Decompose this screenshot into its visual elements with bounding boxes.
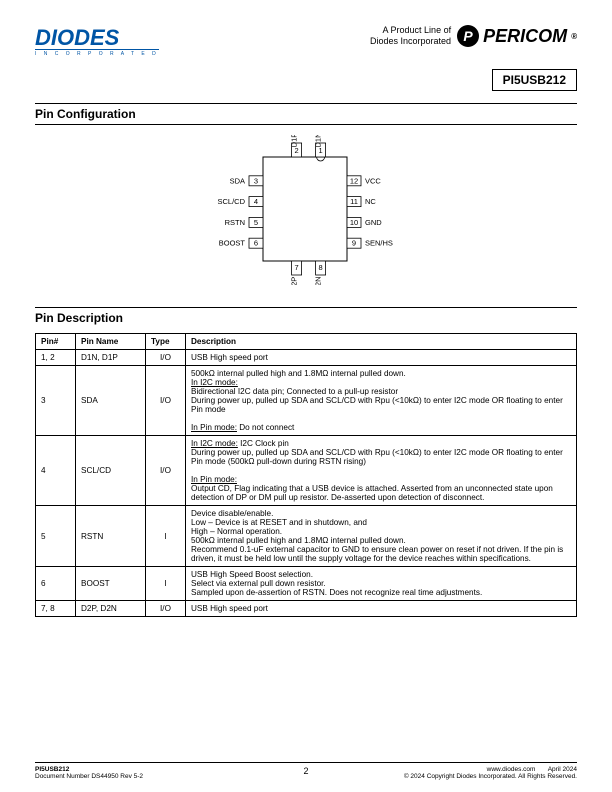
table-cell: SDA	[76, 366, 146, 436]
table-cell: In I2C mode: I2C Clock pinDuring power u…	[186, 436, 577, 506]
svg-text:VCC: VCC	[365, 176, 381, 185]
table-cell: I/O	[146, 366, 186, 436]
svg-text:4: 4	[254, 197, 258, 206]
svg-text:NC: NC	[365, 197, 376, 206]
product-line-text: A Product Line of Diodes Incorporated	[370, 25, 451, 47]
right-header: A Product Line of Diodes Incorporated P …	[370, 25, 577, 47]
table-cell: I	[146, 506, 186, 567]
section-title-pin-config: Pin Configuration	[35, 103, 577, 125]
pinout-svg: 1D1N2D1P3SDA4SCL/CD5RSTN6BOOST7D2P8D2N9S…	[191, 135, 421, 285]
svg-text:D1P: D1P	[290, 135, 299, 147]
pericom-brand-text: PERICOM	[483, 26, 567, 47]
svg-text:5: 5	[254, 218, 258, 227]
registered-mark: ®	[571, 32, 577, 41]
table-cell: D1N, D1P	[76, 350, 146, 366]
table-row: 4SCL/CDI/OIn I2C mode: I2C Clock pinDuri…	[36, 436, 577, 506]
table-cell: USB High Speed Boost selection.Select vi…	[186, 567, 577, 601]
footer-copyright: © 2024 Copyright Diodes Incorporated. Al…	[404, 773, 577, 780]
svg-text:11: 11	[350, 197, 358, 206]
table-cell: I	[146, 567, 186, 601]
table-cell: BOOST	[76, 567, 146, 601]
table-row: 1, 2D1N, D1PI/OUSB High speed port	[36, 350, 577, 366]
table-row: 5RSTNIDevice disable/enable.Low – Device…	[36, 506, 577, 567]
footer-docnum: Document Number DS44950 Rev 5-2	[35, 773, 143, 780]
svg-text:9: 9	[352, 239, 356, 248]
table-cell: RSTN	[76, 506, 146, 567]
svg-text:D2N: D2N	[314, 276, 323, 285]
table-body: 1, 2D1N, D1PI/OUSB High speed port3SDAI/…	[36, 350, 577, 617]
svg-text:12: 12	[350, 176, 358, 185]
table-row: 7, 8D2P, D2NI/OUSB High speed port	[36, 601, 577, 617]
footer-url: www.diodes.com	[487, 766, 536, 773]
svg-text:SCL/CD: SCL/CD	[217, 197, 245, 206]
table-cell: I/O	[146, 601, 186, 617]
table-cell: Device disable/enable.Low – Device is at…	[186, 506, 577, 567]
table-cell: D2P, D2N	[76, 601, 146, 617]
footer-right: www.diodes.com April 2024 © 2024 Copyrig…	[404, 766, 577, 780]
pericom-logo: P PERICOM ®	[457, 25, 577, 47]
footer-part: PI5USB212	[35, 766, 69, 773]
table-cell: USB High speed port	[186, 601, 577, 617]
svg-text:D1N: D1N	[314, 135, 323, 148]
table-cell: 500kΩ internal pulled high and 1.8MΩ int…	[186, 366, 577, 436]
table-cell: 4	[36, 436, 76, 506]
svg-text:D2P: D2P	[290, 277, 299, 285]
footer-left: PI5USB212 Document Number DS44950 Rev 5-…	[35, 766, 143, 780]
table-cell: USB High speed port	[186, 350, 577, 366]
svg-text:8: 8	[319, 263, 323, 272]
section-title-pin-desc: Pin Description	[35, 307, 577, 333]
svg-text:3: 3	[254, 176, 258, 185]
table-cell: SCL/CD	[76, 436, 146, 506]
page-footer: PI5USB212 Document Number DS44950 Rev 5-…	[35, 762, 577, 780]
svg-text:RSTN: RSTN	[225, 218, 245, 227]
table-head: Pin#Pin NameTypeDescription	[36, 334, 577, 350]
svg-text:10: 10	[350, 218, 358, 227]
table-cell: 7, 8	[36, 601, 76, 617]
table-header-cell: Pin Name	[76, 334, 146, 350]
table-header-cell: Type	[146, 334, 186, 350]
table-header-cell: Description	[186, 334, 577, 350]
pin-description-table: Pin#Pin NameTypeDescription 1, 2D1N, D1P…	[35, 333, 577, 617]
svg-text:SDA: SDA	[230, 176, 245, 185]
table-cell: 1, 2	[36, 350, 76, 366]
part-number-box: PI5USB212	[492, 69, 577, 91]
svg-text:BOOST: BOOST	[219, 239, 246, 248]
diodes-logo: DIODES I N C O R P O R A T E D	[35, 25, 159, 57]
pericom-p-icon: P	[457, 25, 479, 47]
table-cell: I/O	[146, 436, 186, 506]
table-row: 6BOOSTIUSB High Speed Boost selection.Se…	[36, 567, 577, 601]
product-line-1: A Product Line of	[383, 25, 452, 35]
page-header: DIODES I N C O R P O R A T E D A Product…	[35, 25, 577, 57]
diodes-brand-text: DIODES	[35, 25, 159, 51]
table-cell: I/O	[146, 350, 186, 366]
pin-configuration-diagram: 1D1N2D1P3SDA4SCL/CD5RSTN6BOOST7D2P8D2N9S…	[35, 125, 577, 303]
svg-text:6: 6	[254, 239, 258, 248]
svg-text:7: 7	[295, 263, 299, 272]
product-line-2: Diodes Incorporated	[370, 36, 451, 46]
table-cell: 5	[36, 506, 76, 567]
table-cell: 3	[36, 366, 76, 436]
footer-date: April 2024	[548, 766, 577, 773]
svg-text:GND: GND	[365, 218, 382, 227]
diodes-sub-text: I N C O R P O R A T E D	[35, 49, 159, 57]
footer-page-number: 2	[303, 766, 308, 776]
table-header-cell: Pin#	[36, 334, 76, 350]
table-header-row: Pin#Pin NameTypeDescription	[36, 334, 577, 350]
svg-text:SEN/HS: SEN/HS	[365, 239, 393, 248]
table-cell: 6	[36, 567, 76, 601]
table-row: 3SDAI/O500kΩ internal pulled high and 1.…	[36, 366, 577, 436]
